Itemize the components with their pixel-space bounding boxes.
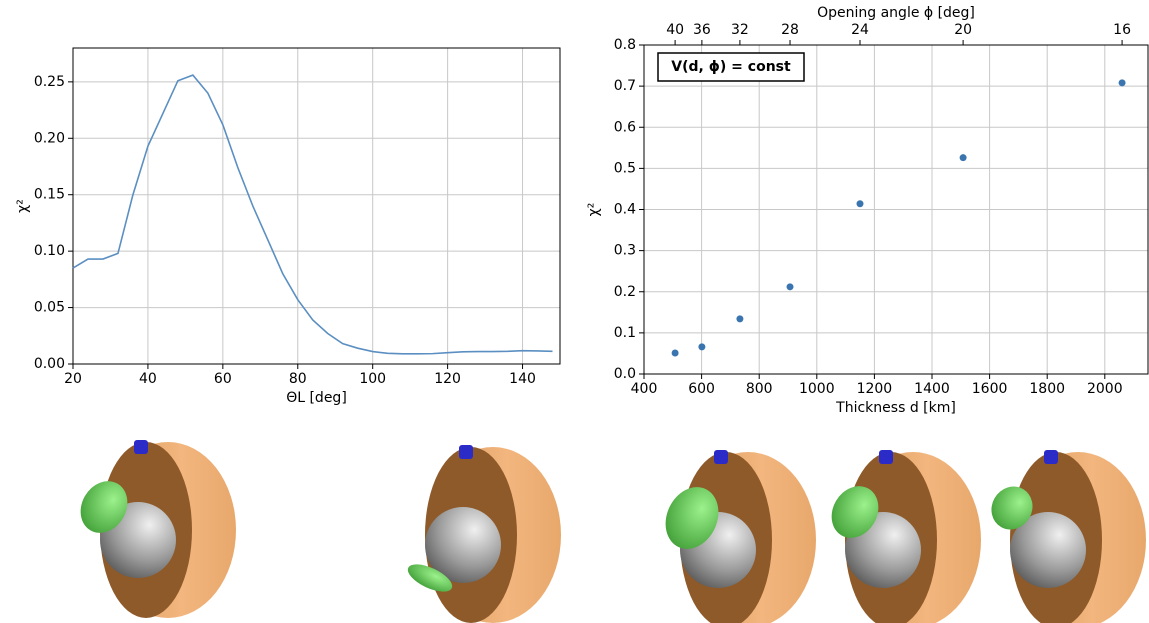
render	[991, 450, 1146, 623]
y-tick-label: 0.10	[34, 243, 65, 259]
x-tick-label: 80	[289, 371, 307, 387]
y-tick-label: 0.2	[614, 284, 636, 300]
render	[80, 440, 236, 618]
data-point	[856, 200, 864, 208]
data-point	[786, 283, 794, 291]
x-tick-label: 1000	[799, 381, 835, 397]
x-tick-label: 20	[64, 371, 82, 387]
x-tick-label: 1600	[972, 381, 1008, 397]
x-tick-label: 140	[509, 371, 536, 387]
x2-tick-label: 32	[731, 22, 749, 38]
y-tick-label: 0.4	[614, 202, 636, 218]
x-tick-label: 40	[139, 371, 157, 387]
annotation-box	[657, 52, 805, 82]
x-tick-label: 1800	[1029, 381, 1065, 397]
x2-tick-label: 40	[666, 22, 684, 38]
y-tick-label: 0.3	[614, 243, 636, 259]
data-point	[1118, 79, 1126, 87]
y-tick-label: 0.1	[614, 325, 636, 341]
y-tick-label: 0.25	[34, 74, 65, 90]
data-point	[671, 349, 679, 357]
axes-frame	[643, 44, 1149, 375]
y-tick-label: 0.00	[34, 356, 65, 372]
x-tick-label: 2000	[1087, 381, 1123, 397]
x2-tick-label: 28	[781, 22, 799, 38]
x-tick-label: 1400	[914, 381, 950, 397]
x-tick-label: 120	[434, 371, 461, 387]
y-tick-label: 0.0	[614, 366, 636, 382]
axes-frame	[72, 47, 561, 365]
y-tick-label: 0.05	[34, 300, 65, 316]
y-tick-label: 0.6	[614, 119, 636, 135]
y-tick-label: 0.20	[34, 130, 65, 146]
render	[407, 445, 561, 623]
x-tick-label: 60	[214, 371, 232, 387]
data-line	[72, 74, 553, 355]
data-point	[959, 154, 967, 162]
render	[665, 450, 816, 623]
y-tick-label: 0.15	[34, 187, 65, 203]
x2-axis-label: Opening angle ϕ [deg]	[817, 5, 975, 21]
y-axis-label: χ²	[586, 203, 602, 217]
annotation: V(d, ϕ) = const	[657, 52, 805, 82]
x-axis-label: Thickness d [km]	[835, 400, 956, 416]
annotation-text: V(d, ϕ) = const	[671, 59, 791, 75]
x2-tick-label: 24	[851, 22, 869, 38]
x-axis-label: ΘL [deg]	[286, 390, 347, 406]
x-tick-label: 1200	[857, 381, 893, 397]
x-tick-label: 100	[359, 371, 386, 387]
y-tick-label: 0.8	[614, 37, 636, 53]
x2-tick-label: 36	[693, 22, 711, 38]
data-point	[698, 343, 706, 351]
y-tick-label: 0.5	[614, 160, 636, 176]
y-axis-label: χ²	[15, 199, 31, 213]
render	[831, 450, 981, 623]
y-tick-label: 0.7	[614, 78, 636, 94]
x2-tick-label: 20	[954, 22, 972, 38]
x2-tick-label: 16	[1113, 22, 1131, 38]
x-tick-label: 600	[688, 381, 715, 397]
data-point	[736, 315, 744, 323]
x-tick-label: 400	[631, 381, 658, 397]
x-tick-label: 800	[746, 381, 773, 397]
